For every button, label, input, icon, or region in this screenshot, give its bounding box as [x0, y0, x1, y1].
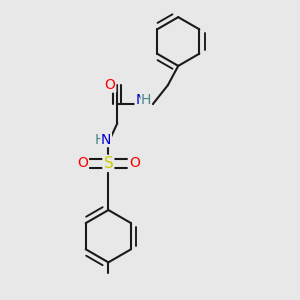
Text: O: O	[77, 156, 88, 170]
Text: S: S	[103, 156, 113, 171]
Text: O: O	[129, 156, 140, 170]
Text: N: N	[135, 93, 146, 107]
Text: H: H	[95, 133, 105, 147]
Text: H: H	[141, 93, 152, 107]
Text: O: O	[104, 78, 115, 92]
Text: N: N	[101, 133, 111, 147]
